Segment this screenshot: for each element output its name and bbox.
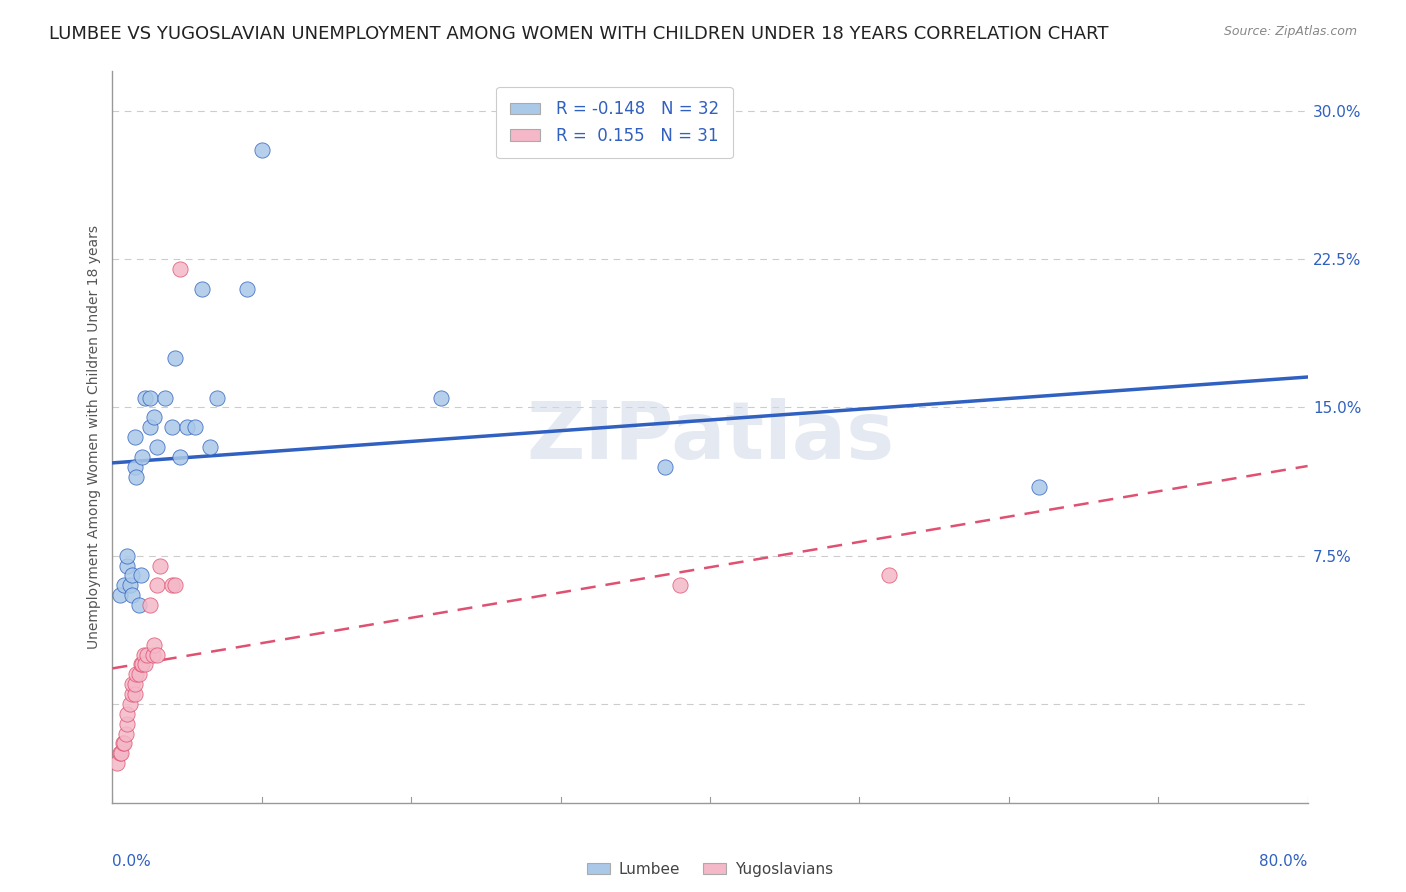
Point	[110, 747, 132, 761]
Point	[121, 677, 143, 691]
Point	[139, 420, 162, 434]
Point	[250, 144, 273, 158]
Point	[139, 598, 162, 612]
Point	[108, 747, 131, 761]
Point	[153, 391, 176, 405]
Point	[111, 737, 134, 751]
Point	[169, 450, 191, 464]
Point	[108, 588, 131, 602]
Point	[146, 578, 169, 592]
Point	[669, 578, 692, 592]
Point	[114, 578, 135, 592]
Point	[134, 657, 156, 672]
Point	[124, 677, 146, 691]
Text: LUMBEE VS YUGOSLAVIAN UNEMPLOYMENT AMONG WOMEN WITH CHILDREN UNDER 18 YEARS CORR: LUMBEE VS YUGOSLAVIAN UNEMPLOYMENT AMONG…	[49, 25, 1109, 43]
Point	[117, 716, 139, 731]
Point	[183, 420, 205, 434]
Point	[125, 469, 148, 483]
Point	[191, 282, 214, 296]
Point	[120, 697, 142, 711]
Point	[162, 578, 183, 592]
Point	[117, 706, 139, 721]
Point	[654, 459, 676, 474]
Point	[105, 756, 128, 771]
Point	[121, 687, 143, 701]
Point	[142, 648, 165, 662]
Point	[128, 667, 150, 681]
Point	[165, 351, 187, 365]
Point	[117, 558, 139, 573]
Point	[135, 648, 157, 662]
Point	[143, 638, 166, 652]
Point	[198, 440, 221, 454]
Point	[149, 558, 172, 573]
Point	[120, 578, 142, 592]
Text: ZIPatlas: ZIPatlas	[526, 398, 894, 476]
Point	[879, 568, 901, 582]
Text: Source: ZipAtlas.com: Source: ZipAtlas.com	[1223, 25, 1357, 38]
Point	[146, 440, 169, 454]
Point	[125, 667, 148, 681]
Point	[146, 648, 169, 662]
Point	[128, 598, 150, 612]
Point	[169, 262, 191, 277]
Point	[114, 737, 135, 751]
Point	[115, 726, 138, 740]
Text: 0.0%: 0.0%	[112, 854, 152, 869]
Point	[1028, 479, 1050, 493]
Point	[124, 459, 146, 474]
Point	[430, 391, 453, 405]
Point	[162, 420, 183, 434]
Point	[124, 687, 146, 701]
Point	[236, 282, 259, 296]
Legend: Lumbee, Yugoslavians: Lumbee, Yugoslavians	[581, 855, 839, 883]
Point	[139, 391, 162, 405]
Point	[117, 549, 139, 563]
Point	[205, 391, 228, 405]
Point	[131, 657, 153, 672]
Y-axis label: Unemployment Among Women with Children Under 18 years: Unemployment Among Women with Children U…	[87, 225, 101, 649]
Point	[131, 450, 153, 464]
Point	[129, 568, 152, 582]
Point	[165, 578, 187, 592]
Point	[129, 657, 152, 672]
Text: 80.0%: 80.0%	[1260, 854, 1308, 869]
Point	[176, 420, 198, 434]
Point	[132, 648, 155, 662]
Point	[121, 588, 143, 602]
Point	[134, 391, 156, 405]
Point	[143, 410, 166, 425]
Point	[124, 430, 146, 444]
Point	[121, 568, 143, 582]
